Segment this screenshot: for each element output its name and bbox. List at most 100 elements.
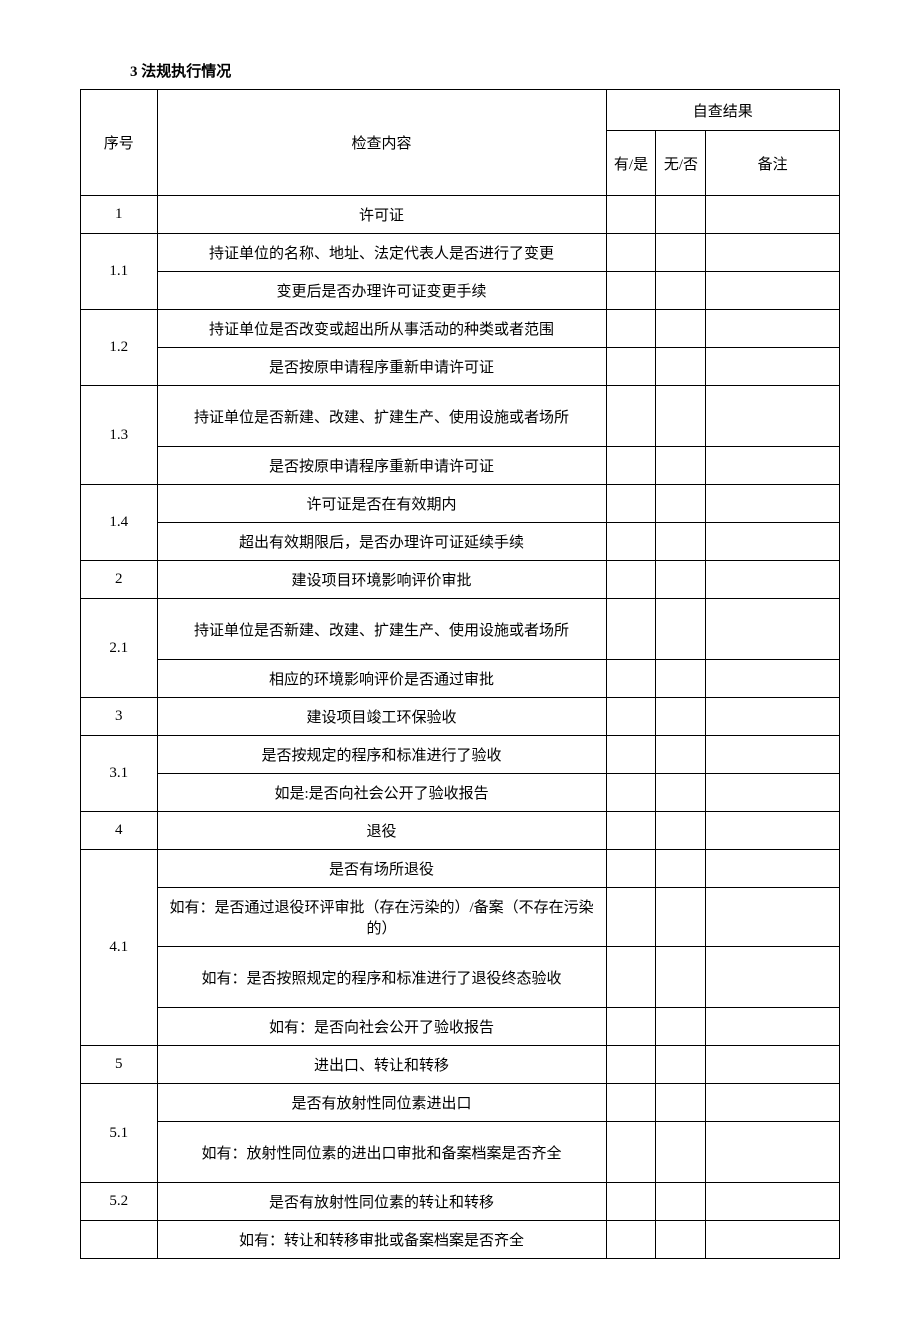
row-remark (706, 660, 840, 698)
row-remark (706, 888, 840, 947)
row-content: 许可证是否在有效期内 (157, 485, 606, 523)
row-content: 持证单位是否新建、改建、扩建生产、使用设施或者场所 (157, 386, 606, 447)
header-yes: 有/是 (606, 131, 656, 196)
row-remark (706, 272, 840, 310)
table-row: 4退役 (81, 812, 840, 850)
row-number: 1.3 (81, 386, 158, 485)
table-row: 3建设项目竣工环保验收 (81, 698, 840, 736)
table-row: 1.4许可证是否在有效期内 (81, 485, 840, 523)
row-remark (706, 234, 840, 272)
row-content: 许可证 (157, 196, 606, 234)
row-content: 如是:是否向社会公开了验收报告 (157, 774, 606, 812)
row-yes (606, 1008, 656, 1046)
row-yes (606, 1221, 656, 1259)
row-content: 变更后是否办理许可证变更手续 (157, 272, 606, 310)
row-no (656, 698, 706, 736)
row-no (656, 348, 706, 386)
row-content: 是否按原申请程序重新申请许可证 (157, 447, 606, 485)
row-remark (706, 812, 840, 850)
row-remark (706, 1046, 840, 1084)
row-content: 进出口、转让和转移 (157, 1046, 606, 1084)
table-row: 4.1是否有场所退役 (81, 850, 840, 888)
table-row: 1.3持证单位是否新建、改建、扩建生产、使用设施或者场所 (81, 386, 840, 447)
row-no (656, 386, 706, 447)
table-row: 变更后是否办理许可证变更手续 (81, 272, 840, 310)
row-yes (606, 447, 656, 485)
table-row: 是否按原申请程序重新申请许可证 (81, 447, 840, 485)
header-no: 无/否 (656, 131, 706, 196)
row-no (656, 447, 706, 485)
row-remark (706, 196, 840, 234)
row-no (656, 561, 706, 599)
row-remark (706, 485, 840, 523)
row-yes (606, 888, 656, 947)
table-row: 如有：是否通过退役环评审批（存在污染的）/备案（不存在污染的） (81, 888, 840, 947)
row-yes (606, 1046, 656, 1084)
row-content: 超出有效期限后，是否办理许可证延续手续 (157, 523, 606, 561)
row-no (656, 1183, 706, 1221)
row-remark (706, 1084, 840, 1122)
row-yes (606, 386, 656, 447)
table-row: 1.2持证单位是否改变或超出所从事活动的种类或者范围 (81, 310, 840, 348)
row-yes (606, 523, 656, 561)
row-content: 相应的环境影响评价是否通过审批 (157, 660, 606, 698)
row-yes (606, 196, 656, 234)
row-number: 1.1 (81, 234, 158, 310)
row-yes (606, 812, 656, 850)
row-remark (706, 774, 840, 812)
row-yes (606, 774, 656, 812)
row-yes (606, 348, 656, 386)
row-content: 持证单位是否新建、改建、扩建生产、使用设施或者场所 (157, 599, 606, 660)
row-content: 是否按原申请程序重新申请许可证 (157, 348, 606, 386)
row-no (656, 850, 706, 888)
regulation-table: 序号 检查内容 自查结果 有/是 无/否 备注 1许可证1.1持证单位的名称、地… (80, 89, 840, 1259)
row-content: 是否有放射性同位素进出口 (157, 1084, 606, 1122)
header-remark: 备注 (706, 131, 840, 196)
row-number (81, 1221, 158, 1259)
row-content: 如有：放射性同位素的进出口审批和备案档案是否齐全 (157, 1122, 606, 1183)
table-row: 5.1是否有放射性同位素进出口 (81, 1084, 840, 1122)
row-remark (706, 386, 840, 447)
row-no (656, 736, 706, 774)
row-yes (606, 660, 656, 698)
row-number: 5.1 (81, 1084, 158, 1183)
table-row: 相应的环境影响评价是否通过审批 (81, 660, 840, 698)
row-no (656, 523, 706, 561)
row-yes (606, 1084, 656, 1122)
row-remark (706, 736, 840, 774)
row-remark (706, 698, 840, 736)
row-no (656, 1221, 706, 1259)
row-remark (706, 1008, 840, 1046)
row-no (656, 1008, 706, 1046)
row-no (656, 774, 706, 812)
row-yes (606, 1122, 656, 1183)
row-remark (706, 447, 840, 485)
row-no (656, 660, 706, 698)
row-remark (706, 850, 840, 888)
row-number: 1.4 (81, 485, 158, 561)
row-number: 3.1 (81, 736, 158, 812)
row-content: 如有：是否通过退役环评审批（存在污染的）/备案（不存在污染的） (157, 888, 606, 947)
row-content: 如有：是否按照规定的程序和标准进行了退役终态验收 (157, 947, 606, 1008)
row-content: 是否有场所退役 (157, 850, 606, 888)
row-content: 持证单位的名称、地址、法定代表人是否进行了变更 (157, 234, 606, 272)
row-remark (706, 523, 840, 561)
row-no (656, 1084, 706, 1122)
table-row: 2建设项目环境影响评价审批 (81, 561, 840, 599)
row-number: 2 (81, 561, 158, 599)
row-content: 持证单位是否改变或超出所从事活动的种类或者范围 (157, 310, 606, 348)
row-yes (606, 1183, 656, 1221)
table-row: 如有：是否按照规定的程序和标准进行了退役终态验收 (81, 947, 840, 1008)
row-number: 1 (81, 196, 158, 234)
table-row: 5.2是否有放射性同位素的转让和转移 (81, 1183, 840, 1221)
row-yes (606, 485, 656, 523)
row-remark (706, 599, 840, 660)
row-remark (706, 1221, 840, 1259)
row-no (656, 1122, 706, 1183)
row-yes (606, 561, 656, 599)
header-seq: 序号 (81, 90, 158, 196)
row-no (656, 812, 706, 850)
table-row: 2.1持证单位是否新建、改建、扩建生产、使用设施或者场所 (81, 599, 840, 660)
row-number: 4 (81, 812, 158, 850)
row-number: 2.1 (81, 599, 158, 698)
